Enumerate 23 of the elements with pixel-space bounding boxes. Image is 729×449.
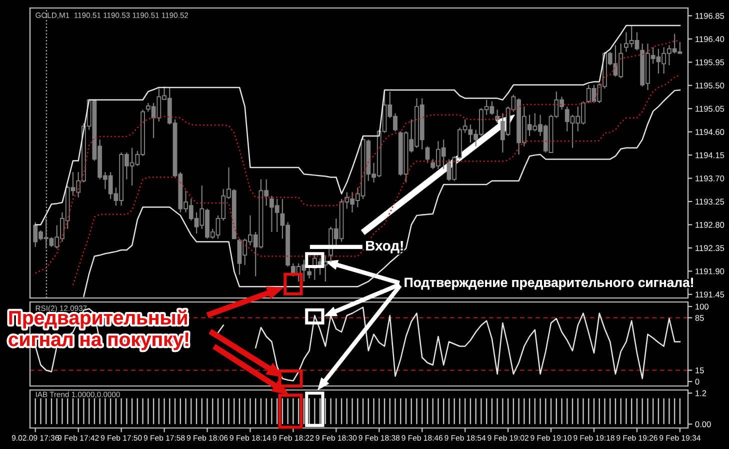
annotation: Вход! [366, 240, 403, 254]
y-tick-label: 1195.95 [696, 59, 724, 66]
y-tick-label: 0.00 [695, 421, 711, 428]
candlestick [307, 268, 312, 279]
candlestick [425, 146, 430, 164]
y-tick-label: 1196.40 [696, 36, 724, 42]
y-tick-label: 85 [695, 314, 704, 321]
y-tick-label: 1194.15 [696, 152, 724, 158]
y-tick-label: 1191.45 [696, 292, 724, 298]
y-tick-label: 1193.25 [696, 198, 724, 205]
y-tick-label: 1195.05 [696, 106, 724, 112]
y-tick-label: 1196.85 [696, 12, 724, 19]
y-tick-label: 1192.80 [696, 222, 724, 228]
y-tick-label: 1.2 [696, 390, 706, 396]
y-tick-label: 1193.70 [696, 175, 724, 182]
candlestick [495, 109, 500, 124]
y-tick-label: 1191.90 [696, 268, 724, 274]
y-tick-label: 1195.50 [696, 82, 724, 89]
y-tick-label: 0 [695, 378, 700, 385]
y-tick-label: 1194.60 [696, 129, 724, 135]
y-tick-label: 1192.35 [696, 245, 724, 252]
y-tick-label: 15 [696, 368, 704, 374]
y-tick-label: 100 [696, 304, 709, 310]
